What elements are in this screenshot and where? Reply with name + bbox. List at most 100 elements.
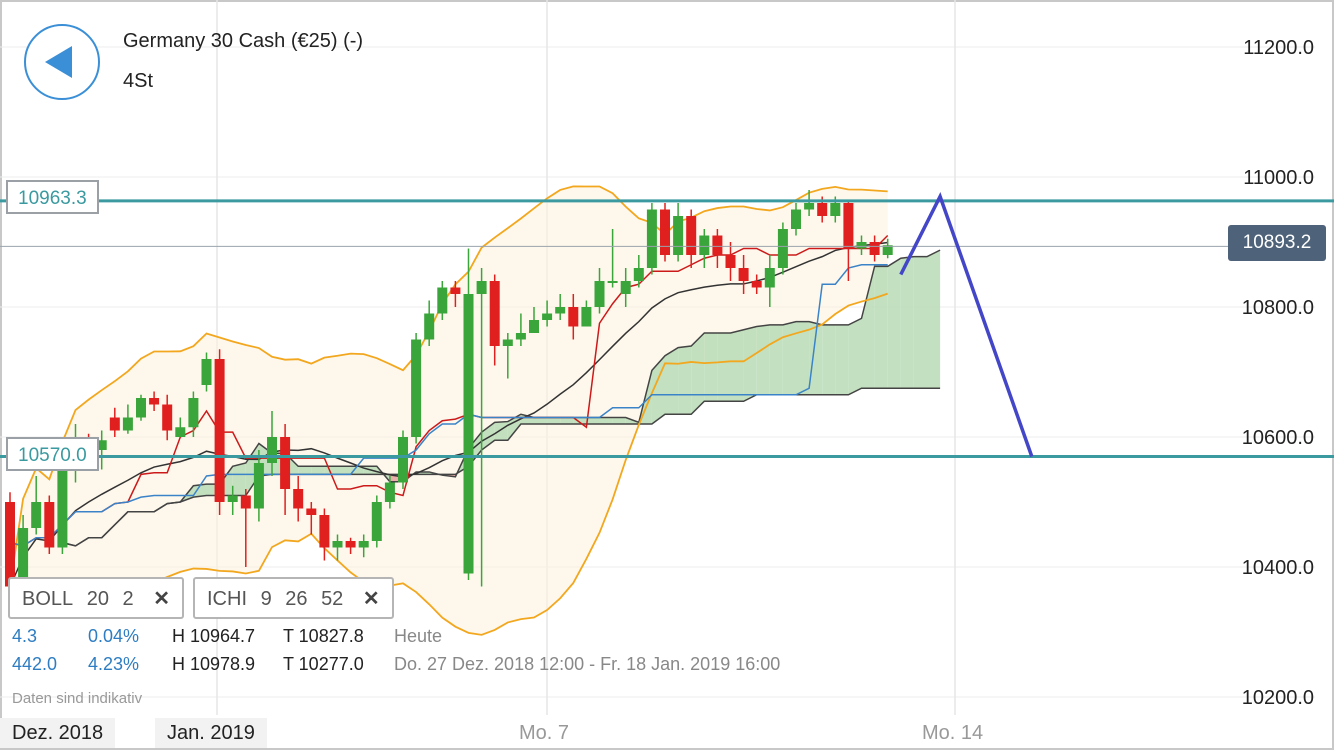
candle — [411, 333, 422, 444]
candle-body — [620, 281, 631, 294]
bollinger-middle — [9, 241, 888, 587]
candle — [227, 485, 238, 515]
tenkan-sen — [9, 234, 889, 547]
candle — [162, 394, 173, 441]
high-range: H 10978.9 — [172, 654, 256, 674]
y-tick-label: 11200.0 — [1243, 37, 1314, 59]
instrument-title: Germany 30 Cash (€25) (-) — [123, 30, 364, 52]
close-icon[interactable]: ✕ — [153, 588, 170, 610]
ichimoku-cloud-segment — [481, 422, 495, 450]
candle-body — [646, 209, 657, 268]
candle — [371, 495, 382, 548]
ichimoku-cloud-segment — [900, 256, 914, 389]
timeframe-label[interactable]: 4St — [123, 70, 154, 92]
ichimoku-cloud-segment — [874, 266, 888, 389]
lower-level-label[interactable]: 10570.0 — [6, 437, 99, 471]
x-label-mo7: Mo. 7 — [519, 722, 570, 744]
high-today: H 10964.7 — [172, 626, 256, 646]
y-tick-label: 10800.0 — [1242, 297, 1314, 319]
candle — [660, 203, 670, 262]
candle-body — [882, 245, 893, 255]
candle-body — [267, 437, 277, 463]
boll-stddev: 2 — [122, 588, 134, 610]
ichi-indicator-chip[interactable]: ICHI 9 26 52 ✕ — [193, 577, 394, 619]
candle-body — [306, 508, 317, 515]
candle — [463, 248, 474, 580]
candle — [424, 300, 435, 346]
y-tick-label: 10400.0 — [1242, 557, 1314, 579]
x-label-jan: Jan. 2019 — [155, 718, 267, 748]
candle-body — [817, 203, 828, 216]
candle-body — [568, 307, 579, 327]
senkou-span-a — [62, 249, 941, 547]
ichimoku-cloud-segment — [324, 466, 338, 475]
candle — [869, 235, 880, 262]
candle-body — [764, 268, 775, 288]
candle — [96, 430, 107, 470]
candle-body — [791, 209, 801, 229]
candle-body — [712, 235, 723, 255]
candle-body — [57, 463, 68, 548]
candle-body — [489, 281, 500, 346]
candle — [109, 407, 120, 437]
back-button[interactable] — [24, 24, 100, 100]
candle-body — [18, 528, 29, 587]
candle-body — [633, 268, 644, 281]
boll-indicator-chip[interactable]: BOLL 20 2 ✕ — [8, 577, 184, 619]
candle-body — [293, 489, 304, 509]
change-today: 4.3 — [12, 626, 38, 646]
ichimoku-cloud-segment — [796, 321, 810, 395]
ichimoku-cloud-segment — [612, 417, 626, 424]
candle-body — [358, 541, 369, 548]
candle-body — [345, 541, 356, 548]
candle — [489, 274, 500, 366]
candle — [791, 203, 801, 236]
ichimoku-cloud-segment — [298, 466, 312, 475]
ichimoku-cloud-segment — [350, 466, 364, 475]
candle — [843, 199, 854, 281]
boll-name: BOLL — [22, 588, 74, 610]
ichimoku-cloud-segment — [927, 250, 941, 389]
candle — [882, 238, 893, 259]
candle-body — [699, 235, 710, 255]
upper-level-label[interactable]: 10963.3 — [6, 180, 99, 214]
candle — [267, 411, 277, 476]
candle-body — [529, 320, 539, 333]
back-arrow-icon — [45, 46, 72, 78]
candle-body — [96, 440, 107, 450]
candle-body — [201, 359, 212, 385]
candle — [476, 268, 487, 587]
ichimoku-cloud-segment — [232, 463, 246, 496]
candle-body — [227, 495, 238, 502]
candle-body — [594, 281, 605, 307]
disclaimer-note: Daten sind indikativ — [12, 690, 143, 707]
candle — [332, 534, 343, 561]
candle-body — [515, 333, 526, 340]
candle-body — [843, 203, 854, 249]
candle-body — [280, 437, 291, 489]
candle-body — [502, 339, 513, 346]
ichimoku-cloud-segment — [769, 324, 783, 395]
y-tick-label: 10200.0 — [1242, 687, 1314, 709]
ichi-tenkan: 9 — [260, 588, 272, 610]
candle — [529, 307, 539, 333]
candle — [44, 495, 55, 554]
close-icon[interactable]: ✕ — [362, 588, 380, 610]
ichimoku-cloud-segment — [848, 318, 862, 395]
candle-body — [673, 216, 684, 255]
candle — [450, 281, 461, 307]
ichimoku-cloud-segment — [547, 417, 561, 424]
candle — [725, 242, 736, 281]
candle-body — [31, 502, 42, 528]
candle — [280, 424, 291, 515]
candle-body — [424, 313, 435, 340]
ichimoku-cloud-segment — [756, 324, 770, 395]
candle — [555, 294, 566, 320]
candle-body — [869, 242, 880, 255]
candle — [568, 294, 579, 340]
candle-body — [804, 203, 815, 210]
candle — [673, 203, 684, 262]
